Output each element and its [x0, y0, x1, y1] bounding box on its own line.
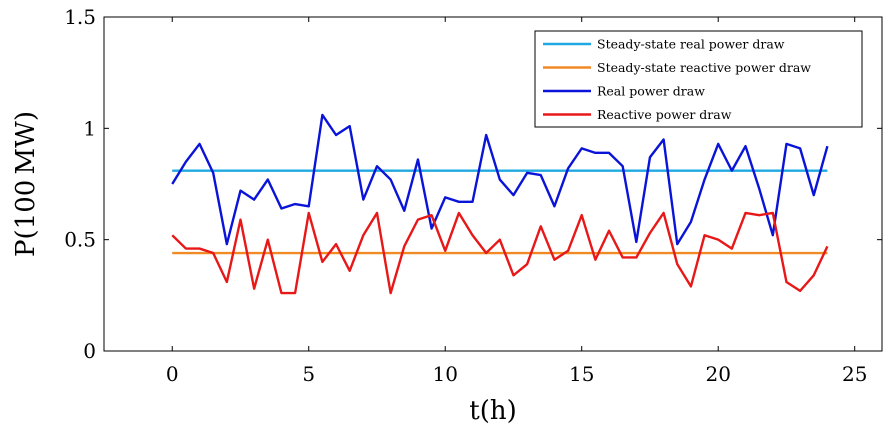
legend-box [534, 30, 863, 128]
legend-entry: Real power draw [543, 84, 705, 99]
plot-frame [103, 16, 883, 352]
x-tick-label: 25 [842, 362, 867, 386]
x-tick-label: 0 [166, 362, 179, 386]
y-tick-label: 1 [83, 116, 96, 140]
y-tick-label: 0.5 [64, 228, 96, 252]
legend-label: Real power draw [597, 84, 705, 99]
y-tick-label: 0 [83, 339, 96, 363]
legend-entry: Reactive power draw [543, 107, 732, 122]
x-tick-label: 15 [569, 362, 594, 386]
x-tick-label: 5 [302, 362, 315, 386]
legend-label: Steady-state real power draw [597, 37, 785, 52]
y-tick-label: 1.5 [64, 5, 96, 29]
legend-label: Steady-state reactive power draw [597, 60, 811, 75]
x-axis-label: t(h) [469, 396, 516, 426]
legend: Steady-state real power draw Steady-state… [534, 30, 863, 128]
series-layer [171, 113, 829, 295]
series-line-reactive-power-draw [171, 211, 829, 295]
axis-ticks: 0 5 10 15 20 25 0 0.5 1 1.5 [64, 5, 882, 386]
series-line-real-power-draw [171, 113, 829, 246]
x-tick-label: 20 [705, 362, 730, 386]
legend-entry: Steady-state reactive power draw [543, 60, 811, 75]
plot-area [103, 16, 883, 352]
legend-label: Reactive power draw [597, 107, 732, 122]
y-axis-label: P(100 MW) [11, 111, 41, 257]
x-tick-label: 10 [433, 362, 458, 386]
legend-entry: Steady-state real power draw [543, 37, 785, 52]
